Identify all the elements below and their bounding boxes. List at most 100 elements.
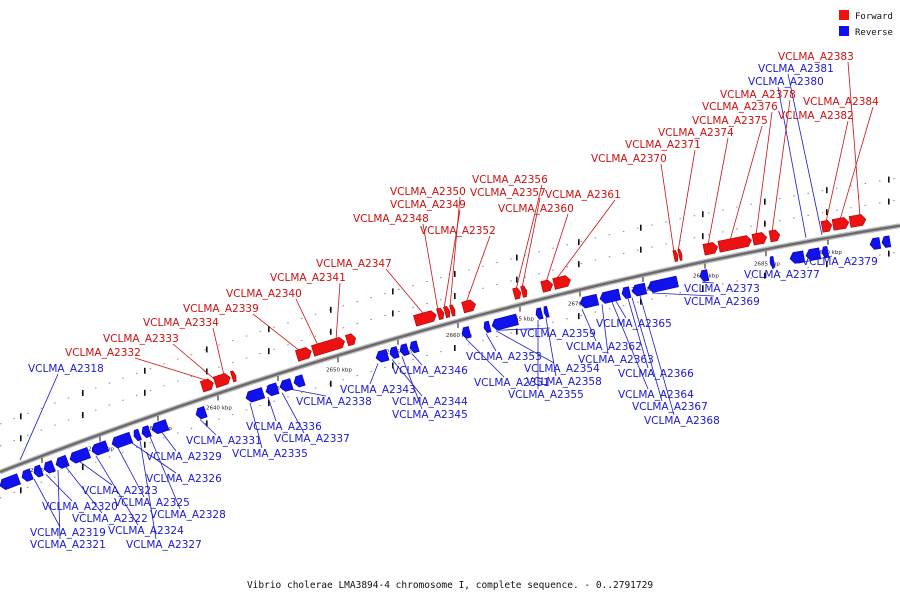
- leader-reverse: [57, 469, 61, 540]
- guide-dash: [392, 288, 394, 295]
- guide-dash: [888, 176, 890, 183]
- guide-dash: [454, 271, 456, 278]
- gene-label-reverse: VCLMA_A2355: [508, 389, 584, 401]
- gene-label-forward: VCLMA_A2349: [390, 199, 466, 211]
- guide-dash: [454, 293, 456, 300]
- gene-label-forward: VCLMA_A2370: [591, 153, 667, 165]
- guide-dash: [268, 326, 270, 333]
- forward-gene-arrow: [449, 304, 456, 317]
- forward-gene-arrow: [552, 275, 571, 290]
- gene-label-reverse: VCLMA_A2337: [274, 433, 350, 445]
- forward-gene-arrow: [768, 229, 781, 243]
- reverse-gene-arrow: [631, 282, 648, 297]
- guide-dash: [20, 413, 22, 420]
- reverse-gene-arrow: [881, 235, 892, 248]
- guide-dash: [888, 198, 890, 205]
- gene-label-reverse: VCLMA_A2363: [578, 354, 654, 366]
- guide-dash: [826, 187, 828, 194]
- reverse-gene-arrow: [491, 313, 519, 331]
- reverse-gene-arrow: [399, 343, 410, 356]
- gene-label-reverse: VCLMA_A2369: [684, 296, 760, 308]
- gene-label-forward: VCLMA_A2361: [545, 189, 621, 201]
- gene-label-reverse: VCLMA_A2322: [72, 513, 148, 525]
- leader-forward: [465, 235, 491, 303]
- leader-reverse: [497, 327, 551, 331]
- leader-forward: [677, 149, 696, 252]
- legend: Forward Reverse: [839, 10, 893, 38]
- reverse-gene-arrow: [195, 406, 208, 420]
- gene-label-forward: VCLMA_A2332: [65, 347, 141, 359]
- guide-dash: [330, 328, 332, 335]
- gene-label-reverse: VCLMA_A2344: [392, 396, 468, 408]
- tick-label: 2650 kbp: [326, 367, 352, 373]
- gene-label-forward: VCLMA_A2360: [498, 203, 574, 215]
- leader-reverse: [465, 338, 505, 378]
- leader-forward: [545, 213, 569, 283]
- gene-label-reverse: VCLMA_A2327: [126, 539, 202, 551]
- reverse-gene-arrow: [43, 460, 56, 474]
- leader-reverse: [79, 461, 113, 486]
- leader-reverse: [281, 392, 305, 434]
- forward-gene-arrow: [461, 299, 476, 314]
- legend-reverse-swatch: [839, 26, 849, 36]
- reverse-gene-arrow: [647, 275, 679, 293]
- guide-dash: [268, 348, 270, 355]
- gene-label-reverse: VCLMA_A2325: [114, 497, 190, 509]
- gene-label-reverse: VCLMA_A2367: [632, 401, 708, 413]
- leader-forward: [449, 196, 461, 308]
- leader-reverse: [249, 402, 263, 449]
- reverse-gene-arrow: [821, 246, 830, 259]
- leader-forward: [847, 61, 861, 217]
- gene-label-reverse: VCLMA_A2329: [146, 451, 222, 463]
- forward-gene-arrow: [199, 378, 214, 393]
- leader-forward: [555, 199, 616, 280]
- leader-reverse: [33, 478, 61, 528]
- gene-label-forward: VCLMA_A2350: [390, 186, 466, 198]
- gene-label-reverse: VCLMA_A2365: [596, 318, 672, 330]
- leader-reverse: [485, 333, 497, 352]
- guide-dash: [206, 368, 208, 375]
- leader-reverse: [161, 432, 177, 452]
- reverse-gene-arrow: [769, 256, 776, 269]
- gene-label-reverse: VCLMA_A2377: [744, 269, 820, 281]
- forward-gene-arrow: [831, 217, 850, 231]
- guide-dash: [578, 261, 580, 268]
- leader-reverse: [149, 436, 181, 510]
- gene-label-reverse: VCLMA_A2351: [474, 377, 550, 389]
- leader-reverse: [495, 330, 555, 364]
- guide-dash: [330, 380, 332, 387]
- gene-label-forward: VCLMA_A2356: [472, 174, 548, 186]
- gene-label-reverse: VCLMA_A2343: [340, 384, 416, 396]
- gene-label-reverse: VCLMA_A2318: [28, 363, 104, 375]
- gene-label-forward: VCLMA_A2352: [420, 225, 496, 237]
- leader-reverse: [581, 309, 597, 342]
- guide-dash: [640, 298, 642, 305]
- guide-dash: [82, 390, 84, 397]
- guide-dash: [392, 310, 394, 317]
- reverse-gene-arrow: [599, 288, 622, 304]
- gene-label-forward: VCLMA_A2384: [803, 96, 879, 108]
- reverse-gene-arrow: [389, 346, 400, 359]
- guide-dash: [330, 306, 332, 313]
- forward-gene-arrow: [311, 336, 345, 357]
- tick-label: 2645 kbp: [266, 386, 292, 392]
- gene-label-reverse: VCLMA_A2319: [30, 527, 106, 539]
- guide-dash: [764, 272, 766, 279]
- leader-reverse: [131, 442, 177, 474]
- leader-reverse: [601, 304, 609, 355]
- gene-label-forward: VCLMA_A2382: [778, 110, 854, 122]
- gene-label-reverse: VCLMA_A2326: [146, 473, 222, 485]
- leader-forward: [825, 120, 849, 223]
- leader-forward: [515, 184, 543, 290]
- gene-label-forward: VCLMA_A2376: [702, 101, 778, 113]
- leader-forward: [385, 268, 425, 315]
- gene-label-reverse: VCLMA_A2381: [758, 63, 834, 75]
- guide-dash: [206, 420, 208, 427]
- gene-label-reverse: VCLMA_A2358: [526, 376, 602, 388]
- leader-forward: [252, 313, 301, 352]
- forward-gene-arrow: [820, 219, 833, 233]
- leader-forward: [295, 298, 319, 346]
- guide-dash: [888, 250, 890, 257]
- leader-reverse: [787, 73, 823, 235]
- reverse-gene-arrow: [111, 431, 134, 449]
